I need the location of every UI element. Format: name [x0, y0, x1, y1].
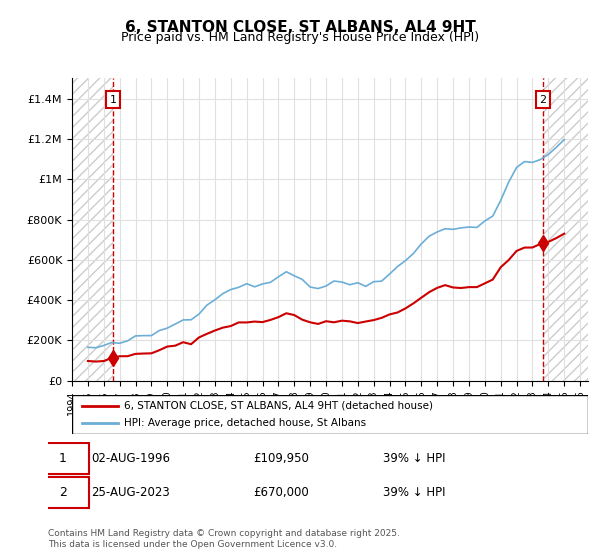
- Text: 1: 1: [59, 452, 67, 465]
- Text: 39% ↓ HPI: 39% ↓ HPI: [383, 486, 445, 498]
- FancyBboxPatch shape: [37, 477, 89, 507]
- Text: 6, STANTON CLOSE, ST ALBANS, AL4 9HT: 6, STANTON CLOSE, ST ALBANS, AL4 9HT: [125, 20, 475, 35]
- Text: 2: 2: [539, 95, 546, 105]
- Text: 25-AUG-2023: 25-AUG-2023: [91, 486, 170, 498]
- Text: Price paid vs. HM Land Registry's House Price Index (HPI): Price paid vs. HM Land Registry's House …: [121, 31, 479, 44]
- Text: 6, STANTON CLOSE, ST ALBANS, AL4 9HT (detached house): 6, STANTON CLOSE, ST ALBANS, AL4 9HT (de…: [124, 401, 433, 411]
- Text: 02-AUG-1996: 02-AUG-1996: [91, 452, 170, 465]
- Text: £109,950: £109,950: [253, 452, 309, 465]
- Text: 39% ↓ HPI: 39% ↓ HPI: [383, 452, 445, 465]
- FancyBboxPatch shape: [37, 443, 89, 474]
- Text: 2: 2: [59, 486, 67, 498]
- FancyBboxPatch shape: [72, 395, 588, 434]
- Text: £670,000: £670,000: [253, 486, 309, 498]
- Text: 1: 1: [110, 95, 116, 105]
- Text: Contains HM Land Registry data © Crown copyright and database right 2025.
This d: Contains HM Land Registry data © Crown c…: [48, 529, 400, 549]
- Text: HPI: Average price, detached house, St Albans: HPI: Average price, detached house, St A…: [124, 418, 366, 428]
